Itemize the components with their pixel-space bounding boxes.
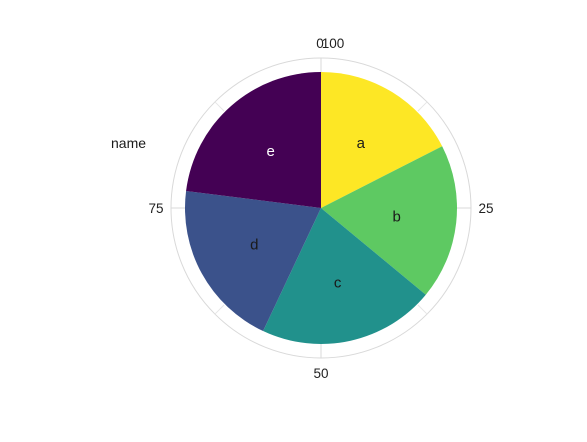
angle-tick-label: 25 — [478, 201, 493, 216]
angle-tick-label: 100 — [322, 36, 345, 51]
slice-labels: a b c d e — [250, 135, 401, 291]
slice-c — [263, 208, 426, 344]
angle-tick-label: 75 — [148, 201, 163, 216]
slice-label-a: a — [357, 135, 366, 152]
grid-minor-spoke — [417, 304, 428, 315]
grid-minor-spoke — [417, 101, 428, 112]
slice-b — [321, 146, 457, 295]
angle-tick-label: 0 — [316, 36, 324, 51]
slice-e — [186, 72, 321, 208]
slice-label-d: d — [250, 237, 258, 254]
grid-minor-spoke — [214, 101, 225, 112]
slices — [185, 72, 457, 344]
slice-a — [321, 72, 443, 208]
angle-ticks: 0 25 50 75 100 — [148, 36, 493, 381]
slice-label-b: b — [393, 208, 401, 225]
slice-label-e: e — [266, 143, 274, 160]
angle-tick-label: 50 — [313, 366, 328, 381]
y-axis-label: name — [111, 135, 146, 151]
slice-label-c: c — [334, 274, 342, 291]
grid-minor-spoke — [214, 304, 225, 315]
slice-d — [185, 190, 321, 332]
